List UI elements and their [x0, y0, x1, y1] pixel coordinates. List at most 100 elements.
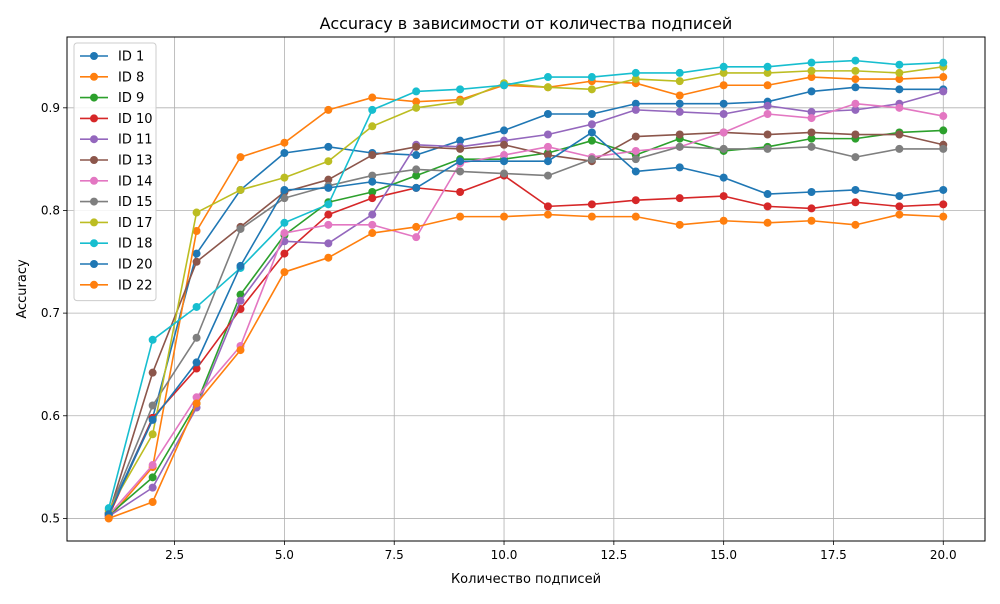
- data-point-id-15: [939, 144, 948, 153]
- data-point-id-13: [807, 128, 816, 137]
- data-point-id-8: [719, 81, 728, 90]
- series-line-id-1: [108, 86, 944, 514]
- data-point-id-10: [939, 200, 948, 209]
- data-point-id-13: [192, 257, 201, 266]
- data-point-id-9: [148, 473, 157, 482]
- data-point-id-1: [851, 83, 860, 92]
- data-point-id-14: [939, 112, 948, 121]
- data-point-id-8: [368, 93, 377, 102]
- data-point-id-17: [324, 157, 333, 166]
- data-point-id-15: [280, 194, 289, 203]
- data-point-id-22: [236, 346, 245, 355]
- data-point-id-20: [851, 185, 860, 194]
- data-point-id-15: [851, 153, 860, 162]
- series-line-id-14: [108, 102, 944, 516]
- series-line-id-20: [108, 131, 944, 515]
- data-point-id-14: [719, 128, 728, 137]
- data-point-id-14: [631, 146, 640, 155]
- y-tick-label: 0.7: [41, 306, 60, 320]
- data-point-id-17: [763, 68, 772, 77]
- data-point-id-22: [368, 229, 377, 238]
- legend-label: ID 13: [118, 154, 153, 169]
- data-point-id-18: [280, 218, 289, 227]
- data-point-id-15: [543, 171, 552, 180]
- data-point-id-18: [500, 81, 509, 90]
- data-point-id-8: [939, 73, 948, 82]
- data-point-id-20: [543, 157, 552, 166]
- data-point-id-20: [719, 173, 728, 182]
- data-point-id-10: [895, 202, 904, 211]
- data-point-id-22: [631, 212, 640, 221]
- grid: [67, 37, 985, 541]
- data-point-id-11: [939, 87, 948, 96]
- data-point-id-1: [412, 151, 421, 160]
- legend-marker: [90, 72, 98, 81]
- data-point-id-17: [192, 208, 201, 217]
- data-point-id-15: [192, 333, 201, 342]
- data-point-id-14: [763, 109, 772, 118]
- data-point-id-17: [412, 103, 421, 112]
- data-point-id-20: [895, 192, 904, 201]
- x-tick-label: 2.5: [165, 548, 184, 562]
- data-point-id-10: [280, 249, 289, 258]
- legend-marker: [90, 114, 98, 123]
- legend-label: ID 10: [118, 112, 153, 127]
- data-point-id-20: [675, 163, 684, 172]
- data-point-id-20: [500, 157, 509, 166]
- data-point-id-20: [587, 128, 596, 137]
- data-point-id-17: [280, 173, 289, 182]
- data-point-id-11: [675, 107, 684, 116]
- data-point-id-14: [368, 220, 377, 229]
- series-line-id-13: [107, 131, 944, 515]
- data-point-id-8: [236, 153, 245, 162]
- x-tick-label: 5.0: [275, 548, 294, 562]
- data-point-id-1: [895, 85, 904, 94]
- data-point-id-20: [456, 157, 465, 166]
- data-point-id-17: [631, 75, 640, 84]
- legend-marker: [90, 218, 98, 227]
- legend: ID 1 ID 8 ID 9 ID 10 ID 11 ID 13 ID 14 ID 15 ID …: [73, 42, 157, 302]
- data-point-id-18: [412, 87, 421, 96]
- data-point-id-8: [763, 81, 772, 90]
- x-tick-label: 15.0: [710, 548, 737, 562]
- data-point-id-13: [763, 130, 772, 139]
- data-point-id-13: [895, 130, 904, 139]
- data-point-id-10: [587, 200, 596, 209]
- x-tick-label: 12.5: [600, 548, 627, 562]
- data-point-id-17: [851, 66, 860, 75]
- legend-marker: [90, 156, 98, 164]
- data-point-id-11: [236, 296, 245, 305]
- series-id-17: [104, 62, 948, 515]
- series-line-id-15: [107, 146, 944, 513]
- data-point-id-13: [675, 130, 684, 139]
- data-point-id-15: [148, 401, 157, 410]
- data-point-id-8: [192, 227, 201, 236]
- data-point-id-10: [324, 210, 333, 219]
- data-point-id-18: [895, 60, 904, 69]
- y-axis-label: Accuracy: [15, 259, 30, 319]
- series-id-22: [104, 210, 948, 523]
- data-point-id-22: [675, 220, 684, 229]
- series-line-id-11: [108, 90, 944, 518]
- data-point-id-14: [895, 103, 904, 112]
- y-tick-label: 0.8: [41, 203, 60, 217]
- data-point-id-1: [543, 109, 552, 118]
- data-point-id-14: [148, 461, 157, 470]
- data-point-id-18: [456, 85, 465, 94]
- data-point-id-10: [719, 192, 728, 201]
- data-point-id-17: [675, 77, 684, 86]
- data-point-id-13: [324, 175, 333, 184]
- data-point-id-8: [851, 75, 860, 84]
- data-point-id-13: [631, 132, 640, 141]
- data-point-id-15: [675, 142, 684, 151]
- data-point-id-20: [939, 185, 948, 194]
- data-point-id-17: [719, 68, 728, 77]
- data-point-id-18: [939, 58, 948, 67]
- data-point-id-15: [236, 224, 245, 233]
- data-point-id-22: [412, 222, 421, 231]
- series-id-20: [104, 128, 948, 519]
- data-point-id-13: [543, 151, 552, 160]
- data-point-id-17: [456, 97, 465, 106]
- series-line-id-17: [108, 65, 944, 511]
